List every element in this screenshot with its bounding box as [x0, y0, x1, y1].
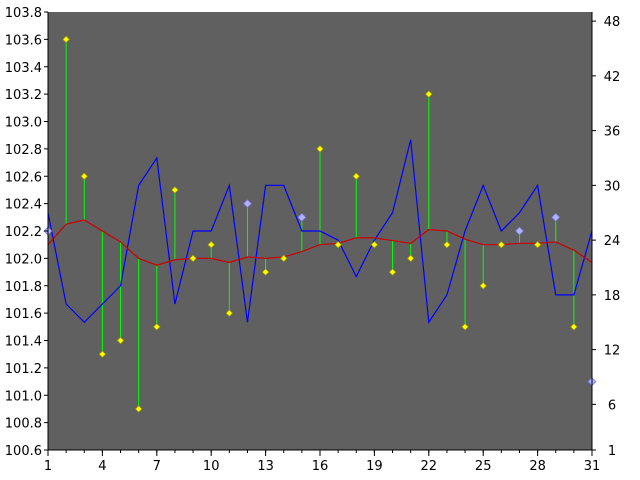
blue-series-line	[47, 139, 593, 324]
x-tick-label: 28	[529, 459, 546, 474]
data-point	[570, 323, 578, 331]
data-point	[189, 254, 197, 263]
data-point	[551, 212, 561, 222]
left-tick-label: 101.8	[5, 280, 42, 295]
left-tick-label: 100.6	[5, 444, 42, 459]
left-tick-label: 103.0	[5, 116, 42, 131]
left-tick-label: 101.0	[5, 389, 42, 404]
x-tick-label: 22	[421, 459, 438, 474]
left-tick-label: 101.2	[5, 362, 42, 377]
data-point	[370, 240, 379, 249]
right-tick-label: 48	[604, 15, 621, 30]
data-point	[461, 323, 469, 331]
data-point	[153, 323, 161, 331]
data-point	[316, 145, 324, 153]
right-tick-label: 6	[608, 398, 616, 413]
data-point	[98, 350, 107, 358]
x-tick-label: 25	[475, 459, 492, 474]
left-tick-label: 103.4	[5, 61, 42, 76]
right-tick-label: 24	[604, 234, 621, 249]
right-y-axis: 1 6 12 18 24 30 36 42 48	[591, 12, 621, 459]
data-point	[225, 309, 234, 317]
right-tick-label: 36	[604, 125, 621, 140]
points-group	[43, 35, 597, 413]
data-point	[297, 212, 307, 222]
x-tick-label: 31	[584, 459, 601, 474]
data-point	[352, 172, 360, 180]
x-axis: 1 4 7 10 13 16 19 22 25 28 31	[44, 449, 601, 474]
x-tick-label: 16	[312, 459, 329, 474]
left-tick-label: 102.8	[5, 143, 42, 158]
data-point	[207, 240, 215, 249]
left-tick-label: 103.6	[5, 33, 42, 48]
data-point	[479, 282, 487, 290]
left-tick-label: 102.0	[5, 252, 42, 267]
data-point	[242, 199, 252, 209]
data-point	[443, 240, 451, 249]
x-tick-label: 7	[153, 459, 161, 474]
data-point	[171, 186, 179, 194]
data-point	[80, 172, 88, 180]
data-point	[134, 405, 143, 413]
left-tick-label: 100.8	[5, 417, 42, 432]
x-tick-label: 4	[98, 459, 106, 474]
data-point	[514, 226, 524, 236]
data-point	[388, 268, 397, 276]
left-tick-label: 101.6	[5, 307, 42, 322]
x-tick-label: 10	[203, 459, 220, 474]
data-point	[406, 254, 415, 263]
data-point	[116, 336, 125, 345]
left-tick-label: 102.2	[5, 225, 42, 240]
right-tick-label: 30	[604, 179, 621, 194]
right-tick-label: 18	[604, 289, 621, 304]
data-point	[497, 240, 506, 249]
x-tick-label: 1	[44, 459, 52, 474]
data-point	[334, 240, 342, 249]
left-y-axis: 100.6 100.8 101.0 101.2 101.4 101.6 101.8 102.0…	[5, 6, 49, 459]
left-tick-label: 103.2	[5, 88, 42, 103]
right-tick-label: 12	[604, 344, 621, 359]
data-point	[62, 35, 70, 44]
left-tick-label: 102.4	[5, 198, 42, 213]
data-point	[280, 254, 288, 263]
right-tick-label: 42	[604, 70, 621, 85]
drop-lines-group	[47, 39, 593, 409]
left-tick-label: 103.8	[5, 6, 42, 21]
right-tick-label: 1	[608, 444, 616, 459]
left-tick-label: 101.4	[5, 335, 42, 350]
blue-series-group	[47, 139, 593, 324]
data-point	[261, 268, 270, 276]
x-tick-label: 19	[366, 459, 383, 474]
data-point	[425, 90, 433, 98]
left-tick-label: 102.6	[5, 170, 42, 185]
data-point	[533, 240, 542, 249]
x-tick-label: 13	[257, 459, 274, 474]
